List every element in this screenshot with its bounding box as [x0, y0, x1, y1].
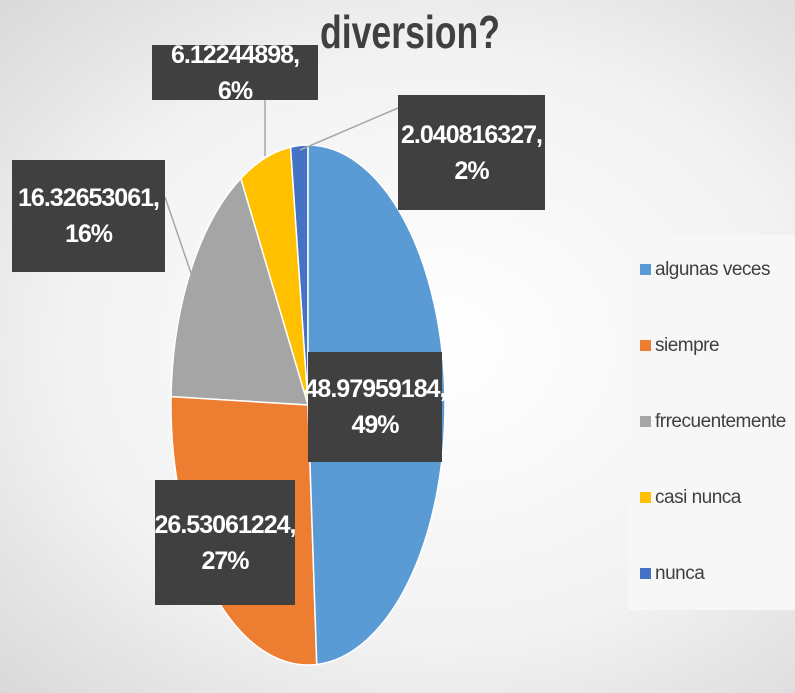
legend-label: casi nunca	[655, 487, 741, 508]
legend-item: siempre	[640, 335, 720, 357]
data-label: 6.12244898, 6%	[152, 41, 318, 105]
legend-swatch	[640, 568, 651, 579]
chart-title: diversion?	[320, 6, 500, 58]
legend-label: frrecuentemente	[655, 411, 786, 432]
legend-swatch	[640, 492, 651, 503]
legend-label: nunca	[655, 563, 705, 584]
legend-item: nunca	[640, 563, 705, 585]
data-label: 2.040816327, 2%	[398, 95, 545, 210]
data-label: 26.53061224, 27%	[155, 480, 296, 605]
legend-item: casi nunca	[640, 487, 741, 509]
legend-label: siempre	[655, 335, 720, 356]
legend-swatch	[640, 264, 651, 275]
data-label: 16.32653061, 16%	[12, 160, 165, 272]
legend-swatch	[640, 340, 651, 351]
data-label: 48.97959184, 49%	[305, 352, 446, 462]
legend-item: algunas veces	[640, 259, 770, 281]
legend: algunas veces siempre frrecuentemente casi …	[628, 235, 795, 610]
legend-item: frrecuentemente	[640, 411, 786, 433]
leader-line	[164, 196, 193, 277]
pie-slice	[170, 176, 310, 406]
legend-swatch	[640, 416, 651, 427]
legend-label: algunas veces	[655, 259, 770, 280]
leader-line	[299, 107, 399, 151]
